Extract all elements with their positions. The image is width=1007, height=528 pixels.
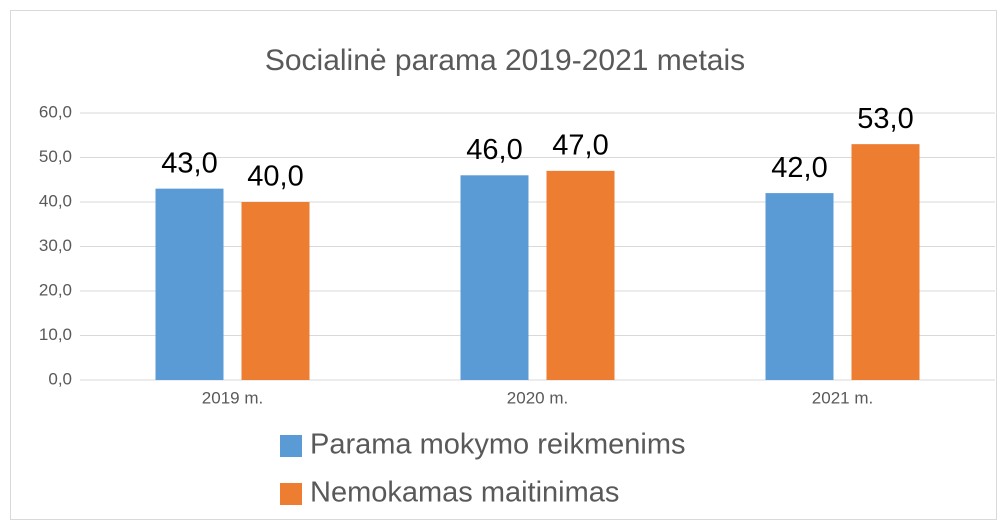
legend-label: Nemokamas maitinimas (310, 477, 619, 509)
y-tick-label: 0,0 (48, 369, 72, 388)
data-label: 53,0 (857, 103, 913, 135)
chart-title: Socialinė parama 2019-2021 metais (265, 44, 745, 77)
data-label: 42,0 (771, 152, 827, 184)
x-tick-label: 2019 m. (202, 388, 263, 407)
bar (460, 175, 529, 380)
legend-swatch (280, 435, 302, 457)
y-tick-label: 10,0 (39, 325, 72, 344)
data-label: 43,0 (161, 147, 217, 179)
y-tick-label: 50,0 (39, 147, 72, 166)
y-tick-label: 40,0 (39, 191, 72, 210)
data-label: 47,0 (552, 130, 608, 162)
x-tick-label: 2020 m. (507, 388, 568, 407)
legend-label: Parama mokymo reikmenims (310, 429, 685, 461)
data-label: 40,0 (247, 161, 303, 193)
bar (241, 202, 310, 380)
bar (765, 193, 834, 380)
legend-swatch (280, 483, 302, 505)
data-label: 46,0 (466, 134, 522, 166)
y-tick-label: 20,0 (39, 280, 72, 299)
y-tick-label: 30,0 (39, 236, 72, 255)
y-tick-label: 60,0 (39, 102, 72, 121)
bar (851, 144, 920, 380)
bar (155, 188, 224, 380)
bar (546, 170, 615, 380)
x-tick-label: 2021 m. (812, 388, 873, 407)
